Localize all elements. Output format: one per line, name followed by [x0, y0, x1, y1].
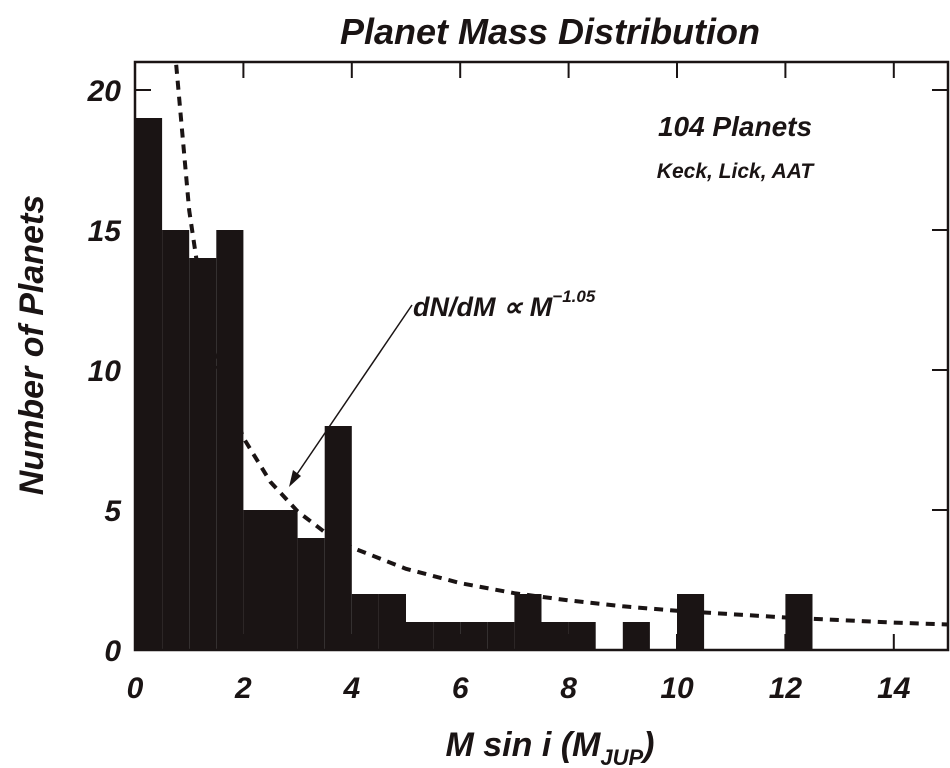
- y-tick-label: 10: [88, 355, 122, 388]
- bar: [378, 594, 406, 650]
- bar: [433, 622, 461, 650]
- bar: [677, 594, 705, 650]
- arrow-head: [289, 470, 301, 487]
- x-tick-label: 4: [342, 672, 360, 705]
- bar: [406, 622, 434, 650]
- plot-area: 0 5 10 15 20 0 2 4 6 8 10 12 14: [87, 62, 948, 705]
- annotation: dN/dM ∝ M−1.05: [413, 287, 596, 322]
- bar: [568, 622, 596, 650]
- x-tick-label: 8: [560, 672, 577, 705]
- bar: [622, 622, 650, 650]
- x-tick-label: 12: [769, 672, 803, 705]
- bar: [135, 118, 163, 650]
- x-tick-label: 0: [127, 672, 144, 705]
- chart-title: Planet Mass Distribution: [340, 11, 760, 52]
- x-label-text: M sin i (M: [445, 726, 601, 764]
- bar: [216, 230, 244, 650]
- annotation: 104 Planets: [658, 111, 812, 142]
- y-tick-label: 0: [104, 635, 121, 668]
- annotation: Keck, Lick, AAT: [657, 160, 816, 183]
- bar: [785, 594, 813, 650]
- bar: [460, 622, 488, 650]
- bar: [189, 258, 217, 650]
- bar: [162, 230, 190, 650]
- x-label-suffix: ): [640, 726, 654, 764]
- x-tick-label: 10: [660, 672, 694, 705]
- x-tick-label: 14: [877, 672, 911, 705]
- bar: [514, 594, 542, 650]
- plot-frame: [133, 60, 950, 652]
- y-tick-label: 15: [88, 215, 123, 248]
- bar: [243, 510, 271, 650]
- x-tick-label: 2: [234, 672, 252, 705]
- annotation-superscript: −1.05: [552, 287, 596, 306]
- y-tick-label: 20: [87, 75, 122, 108]
- arrow-line: [292, 304, 413, 481]
- bar: [324, 426, 352, 650]
- bar: [487, 622, 515, 650]
- y-axis-label: Number of Planets: [13, 195, 51, 495]
- bar: [351, 594, 379, 650]
- y-tick-label: 5: [104, 495, 122, 528]
- annotation-text: dN/dM ∝ M: [413, 292, 553, 322]
- x-tick-label: 6: [452, 672, 469, 705]
- x-axis-label: M sin i (MJUP): [445, 726, 654, 768]
- bar: [270, 510, 298, 650]
- bar: [541, 622, 569, 650]
- bar: [297, 538, 325, 650]
- x-label-subscript: JUP: [600, 745, 643, 768]
